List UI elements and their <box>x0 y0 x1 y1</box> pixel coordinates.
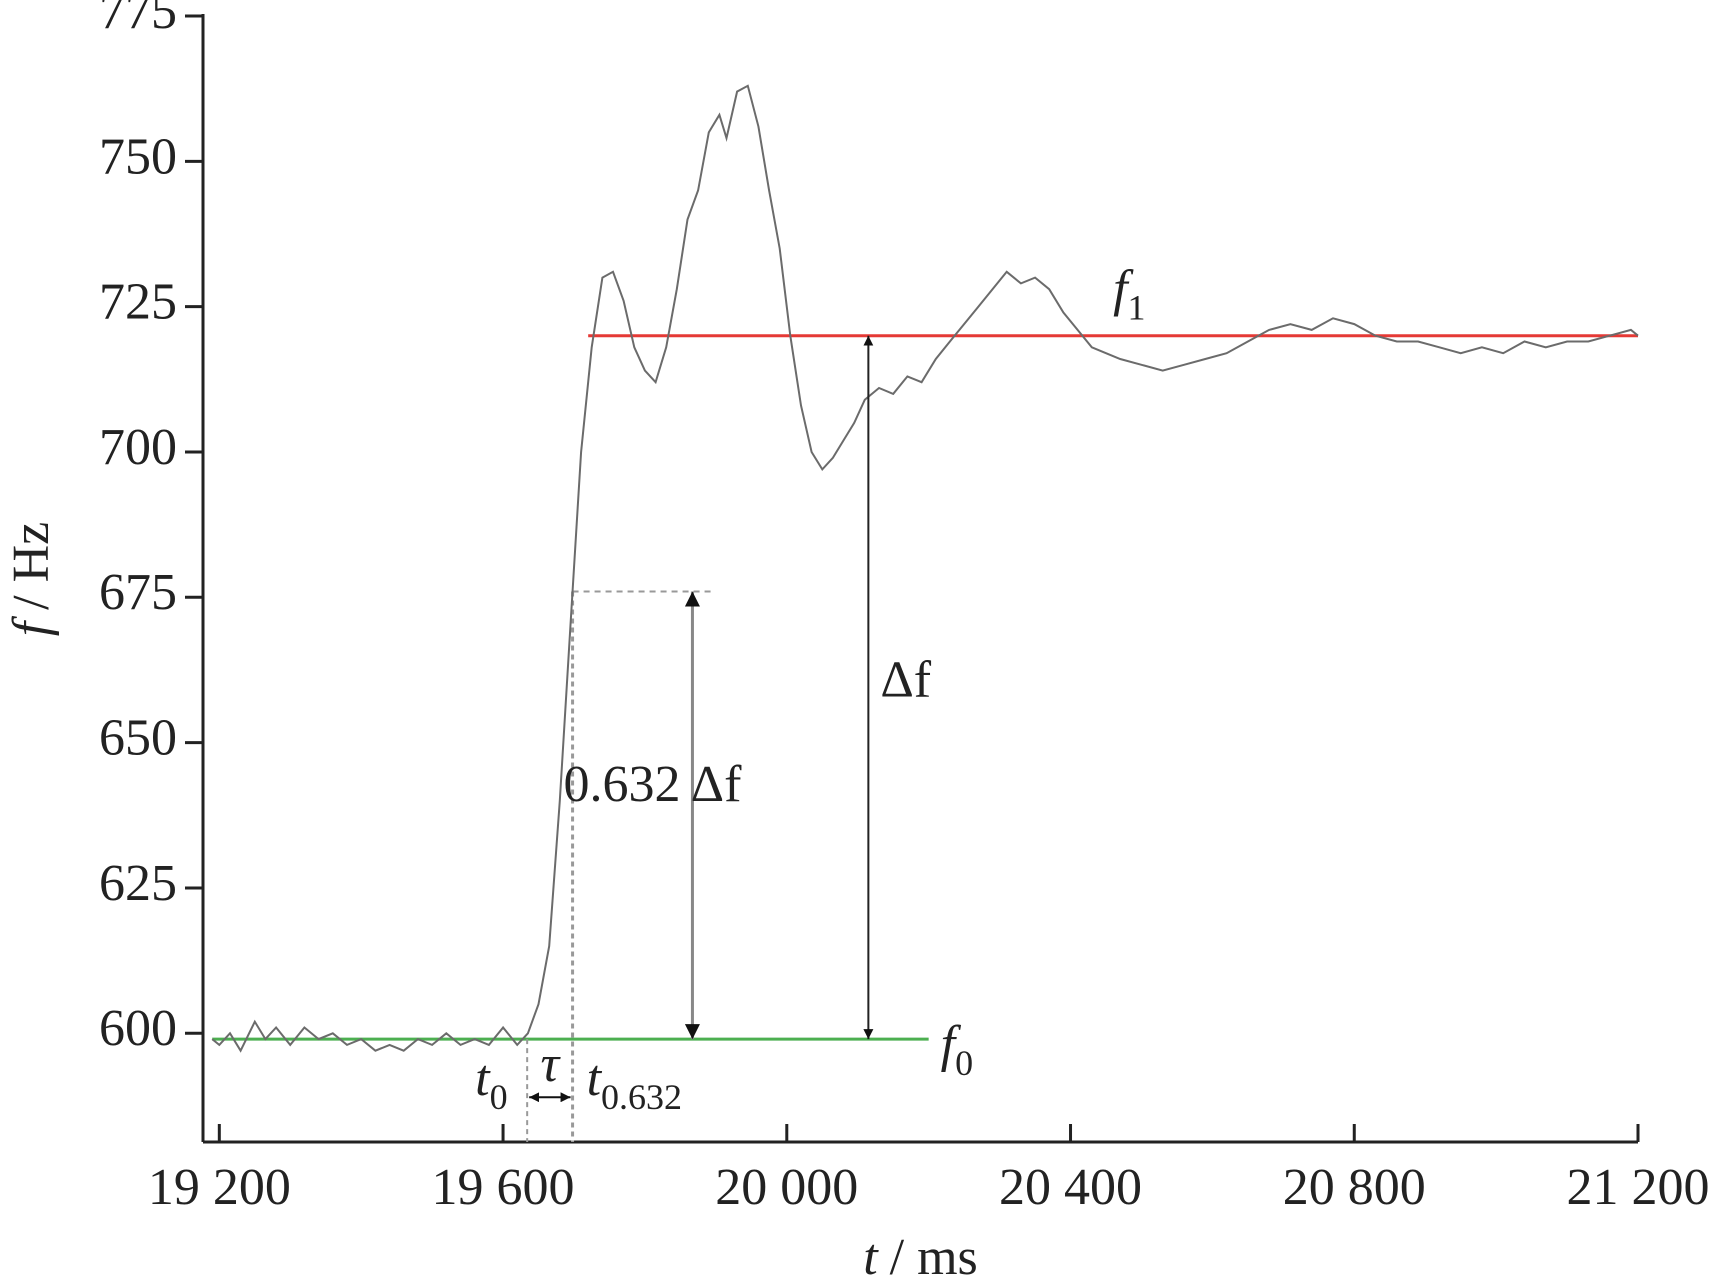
arrow-label: 0.632 Δf <box>564 756 743 813</box>
x-tick-label: 21 200 <box>1567 1159 1710 1216</box>
x-axis-unit: / ms <box>890 1229 978 1286</box>
x-tick-label: 19 200 <box>148 1159 291 1216</box>
x-tick-label: 20 000 <box>715 1159 858 1216</box>
x-tick-label: 20 800 <box>1283 1159 1426 1216</box>
f1-label-sub: 1 <box>1128 288 1146 328</box>
t0632-label: t0.632 <box>587 1050 682 1117</box>
x-axis-symbol: t <box>863 1229 879 1286</box>
y-tick-label: 675 <box>99 564 177 621</box>
arrow-label: Δf <box>880 651 931 708</box>
y-tick-label: 600 <box>99 1000 177 1057</box>
y-tick-label: 750 <box>99 128 177 185</box>
t0-label: t0 <box>475 1050 507 1117</box>
x-tick-label: 20 400 <box>999 1159 1142 1216</box>
t0632-label-sub: 0.632 <box>601 1078 682 1118</box>
t0-label-symbol: t <box>475 1050 491 1107</box>
y-axis-unit: / Hz <box>3 522 60 610</box>
y-axis-label: f / Hz <box>3 522 60 637</box>
y-axis-symbol: f <box>3 615 60 636</box>
data-line <box>211 84 1639 1053</box>
f1-label: f1 <box>1113 261 1145 328</box>
y-tick-label: 625 <box>99 855 177 912</box>
f0-label-sub: 0 <box>955 1043 973 1083</box>
tau-label: τ <box>541 1036 562 1093</box>
t0-label-sub: 0 <box>490 1078 508 1118</box>
t0632-label-symbol: t <box>587 1050 603 1107</box>
f0-label: f0 <box>941 1016 973 1083</box>
y-tick-label: 725 <box>99 274 177 331</box>
tau-label-symbol: τ <box>541 1036 562 1093</box>
y-tick-label: 650 <box>99 710 177 767</box>
x-tick-label: 19 600 <box>432 1159 575 1216</box>
y-tick-label: 700 <box>99 419 177 476</box>
x-axis-label: t / ms <box>863 1229 978 1286</box>
y-tick-label: 775 <box>99 0 177 40</box>
